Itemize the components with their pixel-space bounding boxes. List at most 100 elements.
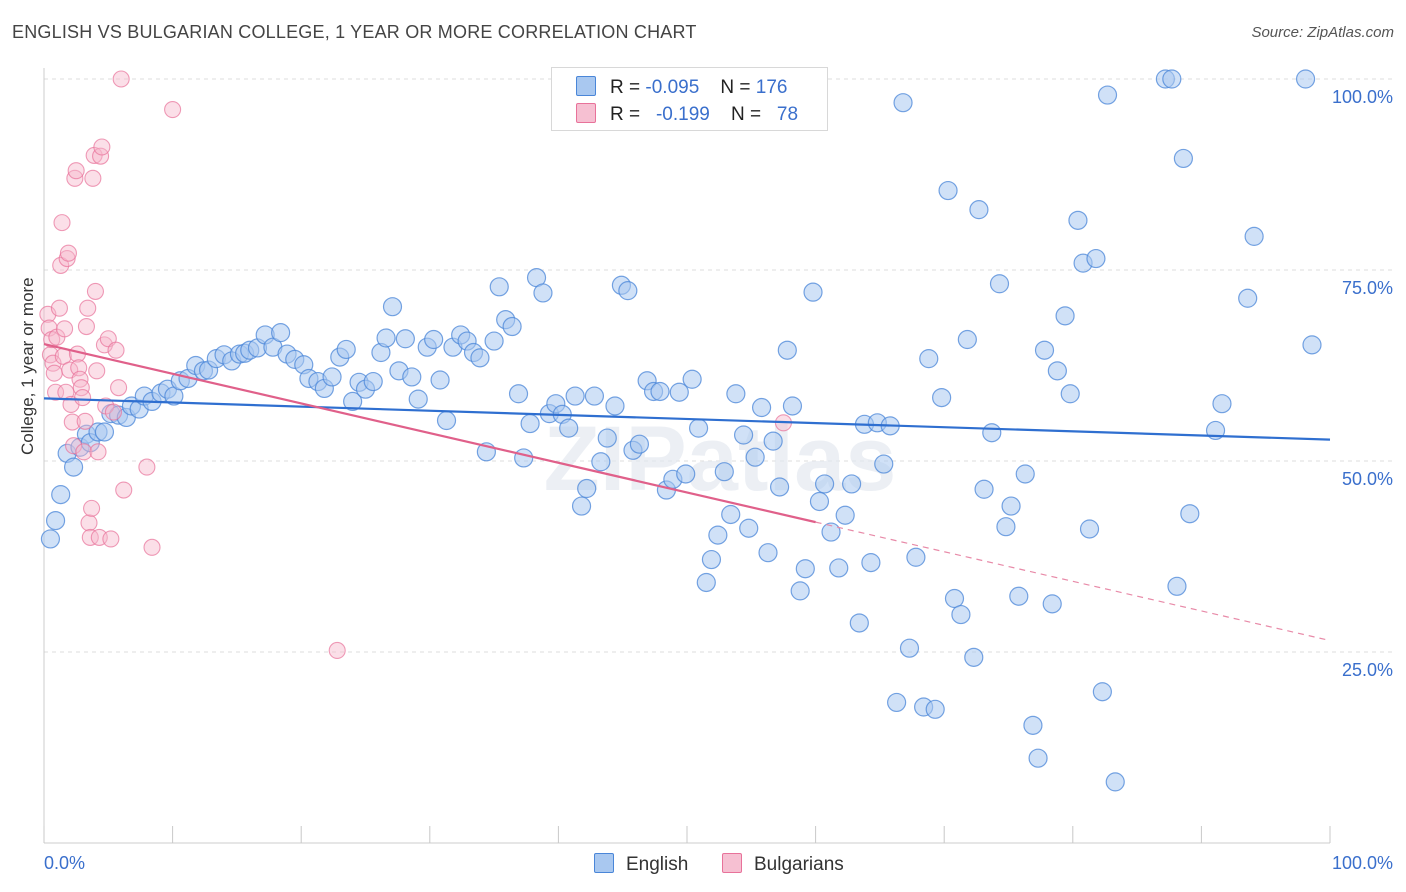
bulgarian-point — [102, 530, 120, 548]
y-axis-title: College, 1 year or more — [18, 277, 37, 455]
bottom-legend-swatch-english — [594, 853, 614, 873]
english-point — [919, 349, 939, 369]
english-point — [809, 491, 830, 512]
english-point — [726, 384, 746, 404]
english-point — [1047, 361, 1067, 381]
english-point — [271, 323, 291, 343]
english-point — [1244, 226, 1264, 246]
english-point — [336, 339, 356, 360]
english-point — [944, 588, 965, 609]
english-point — [1079, 519, 1100, 539]
english-point — [395, 329, 415, 349]
english-point — [790, 581, 810, 601]
english-point — [650, 381, 670, 402]
english-point — [745, 447, 765, 467]
english-point — [899, 638, 920, 658]
english-point — [1097, 85, 1118, 105]
bulgarian-point — [65, 437, 83, 455]
bulgarian-point — [104, 403, 122, 421]
english-point — [502, 316, 522, 337]
english-point — [696, 572, 716, 593]
english-point — [763, 431, 783, 451]
bulgarian-point — [112, 70, 130, 88]
bulgarian-point — [76, 412, 94, 430]
bulgarian-point — [52, 256, 70, 274]
y-tick-label: 100.0% — [1332, 87, 1393, 107]
bulgarian-point — [74, 389, 92, 407]
english-point — [51, 485, 71, 505]
english-point — [989, 274, 1010, 294]
english-point — [1162, 69, 1182, 89]
bulgarian-point — [53, 214, 71, 232]
english-point — [1055, 306, 1075, 326]
y-tick-label: 50.0% — [1342, 469, 1393, 489]
english-point — [484, 331, 504, 351]
english-point — [849, 613, 869, 633]
bottom-legend-english[interactable]: English — [594, 853, 688, 876]
english-point — [45, 510, 66, 531]
axes — [43, 68, 1331, 844]
bulgarian-point — [50, 299, 68, 317]
english-point — [605, 396, 625, 416]
bottom-legend-swatch-bulgarians — [722, 853, 742, 873]
bulgarian-point — [59, 244, 77, 262]
legend-row-english: R = -0.095 N = 176 — [576, 76, 787, 99]
english-point — [571, 496, 592, 516]
source-label: Source: ZipAtlas.com — [1251, 24, 1394, 41]
english-point — [1092, 682, 1112, 702]
english-point — [508, 384, 529, 404]
english-point — [861, 553, 881, 573]
english-point — [795, 559, 815, 579]
english-point — [835, 505, 855, 525]
english-point — [714, 462, 734, 482]
english-point — [376, 328, 396, 348]
bulgarian-point — [83, 499, 101, 517]
english-point — [1015, 464, 1035, 484]
english-point — [436, 410, 457, 431]
legend-r-bulgarians: -0.199 — [655, 104, 710, 125]
legend-r-english: -0.095 — [645, 77, 700, 98]
bulgarian-point — [67, 162, 85, 180]
bulgarian-point — [81, 528, 99, 546]
bulgarian-point — [89, 443, 107, 461]
english-point — [964, 647, 984, 667]
english-point — [1295, 69, 1316, 89]
bottom-legend-bulgarians[interactable]: Bulgarians — [722, 853, 844, 876]
english-point — [1034, 340, 1055, 360]
legend-swatch-bulgarians — [576, 103, 596, 123]
english-point — [874, 454, 894, 474]
english-point — [982, 423, 1002, 443]
english-point — [94, 422, 115, 442]
x-tick-label-max: 100.0% — [1332, 853, 1393, 873]
english-point — [803, 282, 823, 302]
english-point — [1068, 210, 1088, 230]
english-point — [322, 367, 342, 387]
english-point — [974, 479, 994, 499]
bulgarian-trend-line — [43, 343, 816, 524]
trend-lines — [43, 343, 1331, 642]
bulgarian-point — [63, 413, 81, 431]
english-point — [1105, 772, 1125, 792]
english-point — [669, 382, 689, 402]
english-point — [584, 386, 605, 406]
english-point — [932, 387, 952, 408]
bulgarian-point — [84, 169, 102, 187]
english-point — [815, 474, 835, 494]
english-point — [382, 297, 403, 317]
english-point — [676, 464, 696, 484]
y-tick-label: 75.0% — [1342, 278, 1393, 298]
english-point — [1023, 715, 1043, 735]
english-point — [424, 329, 444, 350]
english-point — [951, 604, 971, 625]
english-point — [739, 518, 759, 538]
english-point — [708, 525, 728, 545]
english-point — [559, 418, 579, 438]
english-point — [751, 397, 772, 418]
english-point — [629, 434, 650, 454]
bulgarian-point — [110, 379, 128, 397]
english-point — [769, 477, 790, 497]
english-point — [969, 200, 989, 220]
english-point — [777, 340, 797, 360]
bulgarian-point — [138, 458, 156, 476]
